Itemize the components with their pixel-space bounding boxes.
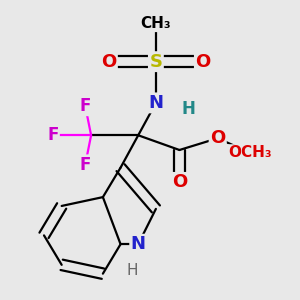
Text: H: H <box>181 100 195 118</box>
Text: F: F <box>80 97 91 115</box>
Text: O: O <box>101 53 116 71</box>
Text: N: N <box>131 235 146 253</box>
Text: H: H <box>127 263 138 278</box>
Text: F: F <box>47 126 58 144</box>
Text: N: N <box>148 94 164 112</box>
Text: CH₃: CH₃ <box>141 16 171 31</box>
Text: F: F <box>80 156 91 174</box>
Text: O: O <box>195 53 211 71</box>
Text: O: O <box>210 129 225 147</box>
Text: S: S <box>149 53 162 71</box>
Text: OCH₃: OCH₃ <box>228 146 272 160</box>
Text: O: O <box>172 173 187 191</box>
Text: H: H <box>127 263 138 278</box>
